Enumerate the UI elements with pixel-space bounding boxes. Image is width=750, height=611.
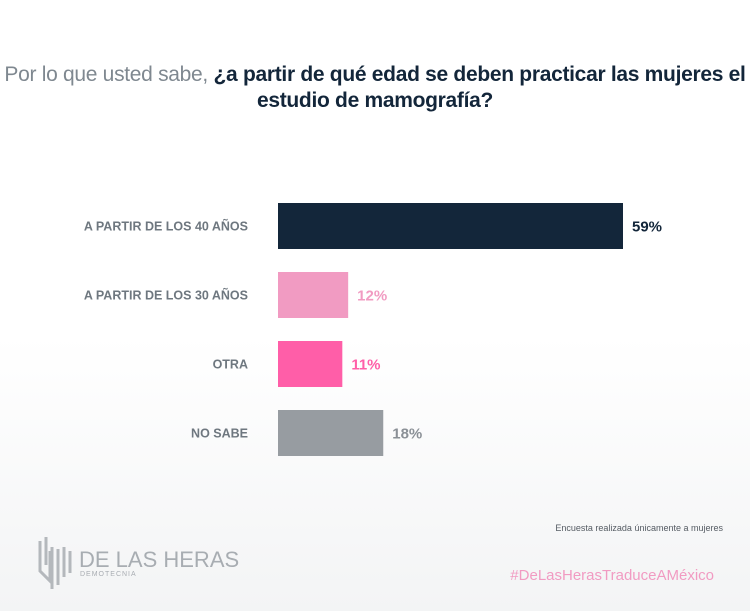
bar [278, 410, 384, 456]
hashtag: #DeLasHerasTraduceAMéxico [510, 567, 714, 584]
title-question: ¿a partir de qué edad se deben practicar… [213, 63, 746, 112]
chart-title: Por lo que usted sabe, ¿a partir de qué … [0, 62, 750, 114]
category-label: OTRA [213, 358, 248, 372]
category-label: A PARTIR DE LOS 30 AÑOS [84, 288, 248, 303]
bar [278, 272, 349, 318]
title-intro: Por lo que usted sabe, [4, 63, 214, 86]
logo-subtitle: DEMOTECNIA [80, 570, 137, 578]
survey-note: Encuesta realizada únicamente a mujeres [555, 523, 723, 533]
value-label: 11% [351, 357, 380, 374]
category-label: NO SABE [191, 427, 248, 441]
category-label: A PARTIR DE LOS 40 AÑOS [84, 219, 248, 234]
bar-chart: A PARTIR DE LOS 40 AÑOS 59% A PARTIR DE LO… [84, 203, 662, 456]
value-label: 18% [392, 426, 422, 443]
bar [278, 203, 623, 249]
de-las-heras-logo: DE LAS HERAS DEMOTECNIA [37, 537, 239, 589]
logo-mark-icon [38, 537, 72, 589]
bar [278, 341, 343, 387]
value-label: 59% [632, 219, 662, 236]
value-label: 12% [357, 288, 387, 305]
logo-name: DE LAS HERAS [79, 546, 240, 572]
